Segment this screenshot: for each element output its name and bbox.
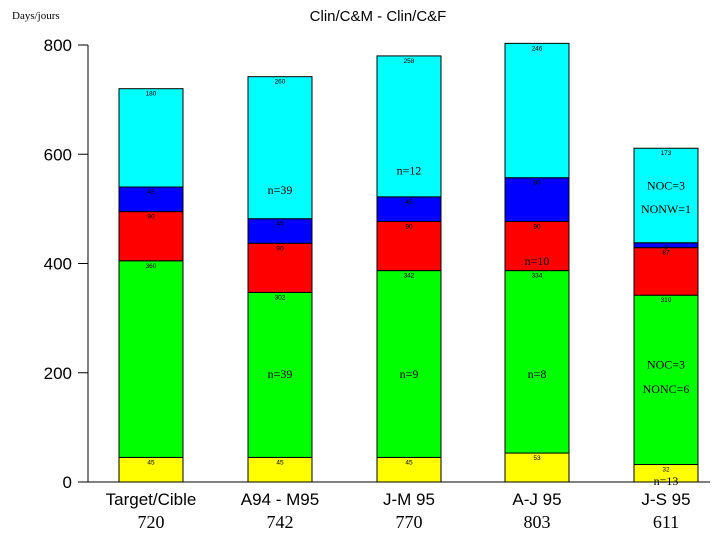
bar-segment (633, 294, 699, 466)
x-tick-label: Target/Cible (106, 490, 197, 509)
y-tick-label: 400 (44, 255, 72, 274)
y-tick-label: 0 (63, 473, 72, 492)
bar-segment (118, 186, 184, 213)
bar-segment (504, 270, 570, 454)
bar-annotation: n=10 (525, 254, 550, 268)
bar-segment (247, 218, 313, 244)
bar-total-label: 611 (653, 512, 679, 532)
bar-annotation: n=9 (400, 367, 419, 381)
segment-value-label: 246 (532, 45, 543, 52)
bar-segment (376, 270, 442, 458)
bar-segment (504, 220, 570, 272)
bar-segment (247, 242, 313, 293)
bar-annotation: NOC=3 (647, 358, 685, 372)
x-tick-label: A94 - M95 (241, 490, 319, 509)
segment-value-label: 45 (276, 221, 284, 228)
segment-value-label: 45 (276, 459, 284, 466)
axes: 0 200 400 600 800 (44, 36, 710, 492)
y-tick-label: 200 (44, 364, 72, 383)
bar-annotation: NONC=6 (643, 382, 690, 396)
x-tick-label: A-J 95 (512, 490, 561, 509)
y-tick-label: 800 (44, 36, 72, 55)
segment-value-label: 258 (404, 58, 415, 65)
segment-value-label: 80 (533, 180, 541, 187)
segment-value-label: 90 (147, 214, 155, 221)
bar-segment (118, 211, 184, 262)
segment-value-label: 310 (661, 297, 672, 304)
bar-segment (504, 42, 570, 179)
y-axis-label: Days/jours (12, 10, 60, 22)
bar-total-label: 803 (524, 512, 551, 532)
segment-value-label: 90 (405, 223, 413, 230)
bars (118, 42, 699, 483)
segment-value-label: 87 (662, 250, 670, 257)
segment-value-label: 90 (276, 245, 284, 252)
segment-value-label: 360 (146, 263, 157, 270)
bar-segment (504, 452, 570, 483)
segment-value-label: 180 (146, 91, 157, 98)
y-tick-label: 600 (44, 145, 72, 164)
bar-annotation: n=13 (654, 474, 679, 488)
bar-segment (376, 196, 442, 222)
segment-value-label: 260 (275, 79, 286, 86)
bar-segment (118, 456, 184, 483)
bar-segment (376, 220, 442, 272)
bar-annotation: n=12 (397, 164, 422, 178)
bar-segment (376, 456, 442, 483)
labels: 45 360 90 45 180 Target/Cible 720 45 302 90 45 260 A… (106, 45, 691, 532)
bar-total-label: 720 (138, 512, 165, 532)
segment-value-label: 9 (664, 245, 668, 252)
bar-annotation: n=39 (268, 367, 293, 381)
bar-annotation: n=8 (528, 367, 547, 381)
x-tick-label: J-S 95 (641, 490, 690, 509)
bar-annotation: n=39 (268, 183, 293, 197)
bar-total-label: 742 (267, 512, 294, 532)
segment-value-label: 32 (662, 467, 670, 474)
segment-value-label: 53 (533, 455, 541, 462)
segment-value-label: 45 (147, 459, 155, 466)
segment-value-label: 342 (404, 273, 415, 280)
bar-segment (504, 177, 570, 222)
bar-annotation: NONW=1 (641, 202, 691, 216)
bar-segment (633, 147, 699, 244)
segment-value-label: 45 (405, 459, 413, 466)
bar-segment (247, 456, 313, 483)
bar-segment (376, 55, 442, 198)
bar-segment (633, 247, 699, 296)
segment-value-label: 173 (661, 150, 672, 157)
x-tick-label: J-M 95 (383, 490, 435, 509)
chart-title: Clin/C&M - Clin/C&F (310, 8, 447, 25)
bar-segment (247, 76, 313, 220)
bar-segment (118, 260, 184, 458)
bar-segment (247, 291, 313, 458)
segment-value-label: 334 (532, 273, 543, 280)
bar-segment (118, 88, 184, 188)
segment-value-label: 45 (147, 189, 155, 196)
segment-value-label: 45 (405, 199, 413, 206)
segment-value-label: 90 (533, 223, 541, 230)
bar-total-label: 770 (396, 512, 423, 532)
bar-annotation: NOC=3 (647, 178, 685, 192)
segment-value-label: 302 (275, 294, 286, 301)
